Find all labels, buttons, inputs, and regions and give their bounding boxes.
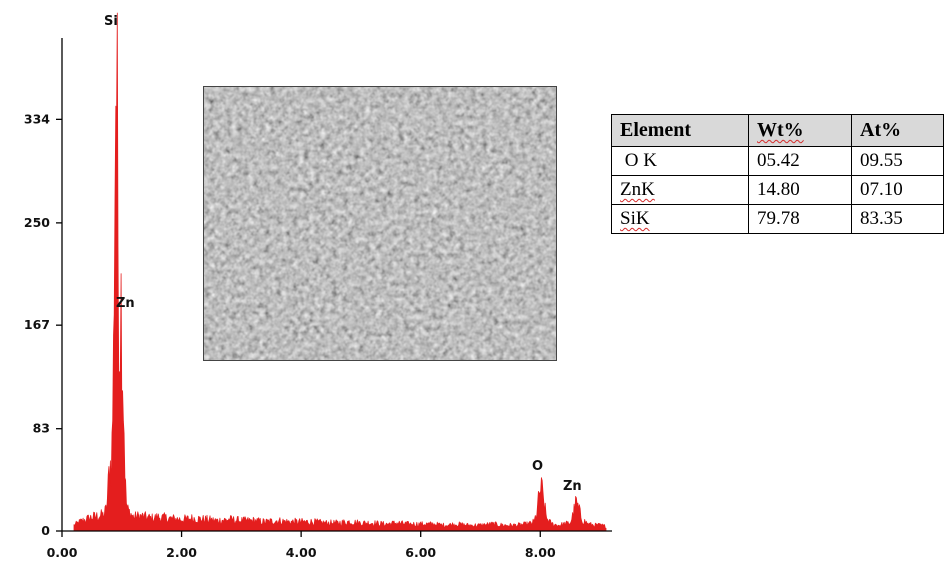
table-header-row: Element Wt% At% bbox=[611, 114, 944, 147]
element-label: O K bbox=[624, 150, 657, 171]
y-tick-label: 83 bbox=[33, 421, 50, 436]
cell-wt: 79.78 bbox=[748, 204, 852, 234]
y-tick-label: 334 bbox=[24, 111, 50, 126]
spectrum-series bbox=[73, 12, 607, 532]
cell-wt: 14.80 bbox=[748, 175, 852, 205]
x-tick-label: 4.00 bbox=[286, 545, 317, 560]
cell-at: 83.35 bbox=[851, 204, 944, 234]
element-label: ZnK bbox=[620, 179, 655, 200]
spectrum-area bbox=[73, 12, 607, 532]
y-tick-label: 0 bbox=[41, 523, 50, 538]
table-row: O K 05.42 09.55 bbox=[611, 146, 944, 176]
x-tick-label: 8.00 bbox=[525, 545, 556, 560]
y-tick-label: 250 bbox=[24, 215, 50, 230]
composition-table: Element Wt% At% O K 05.42 09.55 ZnK 14.8… bbox=[611, 114, 944, 234]
sem-texture bbox=[204, 87, 556, 360]
element-label: SiK bbox=[620, 208, 650, 229]
x-tick-label: 2.00 bbox=[166, 545, 197, 560]
peak-label-si: Si bbox=[104, 14, 118, 29]
y-axis-ticks: 0 83 167 250 334 bbox=[24, 111, 62, 538]
x-tick-label: 6.00 bbox=[405, 545, 436, 560]
header-wt-text: Wt% bbox=[757, 119, 804, 141]
cell-at: 09.55 bbox=[851, 146, 944, 176]
cell-at: 07.10 bbox=[851, 175, 944, 205]
header-wt: Wt% bbox=[748, 114, 852, 147]
cell-element: SiK bbox=[611, 204, 749, 234]
peak-label-zn-high: Zn bbox=[563, 479, 582, 494]
header-at: At% bbox=[851, 114, 944, 147]
peak-label-zn-low: Zn bbox=[116, 296, 135, 311]
header-element: Element bbox=[611, 114, 749, 147]
sem-micrograph-inset bbox=[203, 86, 557, 361]
cell-element: O K bbox=[611, 146, 749, 176]
peak-label-o: O bbox=[532, 459, 543, 474]
table-row: ZnK 14.80 07.10 bbox=[611, 175, 944, 205]
cell-wt: 05.42 bbox=[748, 146, 852, 176]
table-row: SiK 79.78 83.35 bbox=[611, 204, 944, 234]
cell-element: ZnK bbox=[611, 175, 749, 205]
x-tick-label: 0.00 bbox=[47, 545, 78, 560]
y-tick-label: 167 bbox=[24, 317, 50, 332]
peak-labels: Si Zn O Zn bbox=[104, 14, 582, 494]
x-axis-ticks: 0.00 2.00 4.00 6.00 8.00 bbox=[47, 531, 556, 560]
